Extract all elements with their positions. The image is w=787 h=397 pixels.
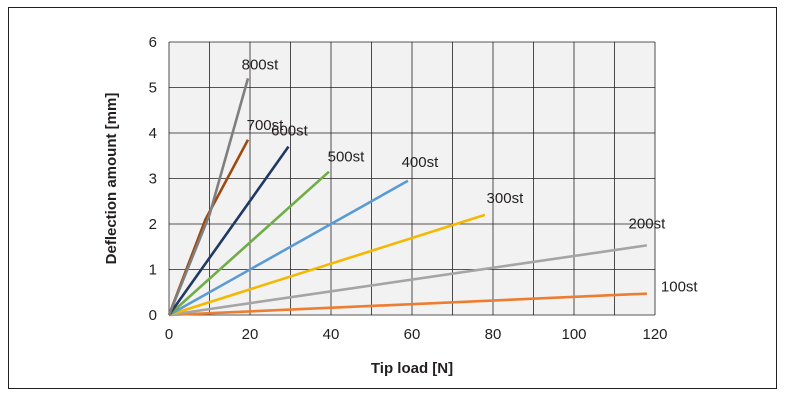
y-tick-label: 5 [149, 80, 157, 97]
series-line-600st [167, 145, 290, 316]
y-axis-title: Deflection amount [mm] [103, 93, 120, 265]
grid [168, 41, 656, 316]
series-label-400st: 400st [402, 154, 440, 171]
x-tick-label: 80 [485, 326, 502, 343]
x-axis-title: Tip load [N] [371, 360, 453, 377]
series-line-500st [168, 170, 330, 316]
series-label-300st: 300st [487, 190, 525, 207]
x-tick-label: 40 [323, 326, 340, 343]
series-label-200st: 200st [629, 215, 667, 232]
x-tick-label: 120 [642, 326, 667, 343]
x-tick-label: 100 [561, 326, 586, 343]
y-tick-label: 0 [149, 307, 157, 324]
series-line-300st [168, 213, 486, 317]
y-tick-label: 3 [149, 171, 157, 188]
y-tick-label: 4 [149, 125, 157, 142]
x-tick-label: 0 [165, 326, 173, 343]
x-tick-label: 20 [242, 326, 259, 343]
series-line-800st [167, 78, 250, 316]
series-label-700st: 700st [247, 117, 285, 134]
series-line-400st [168, 179, 409, 317]
y-tick-label: 2 [149, 216, 157, 233]
series-line-100st [168, 292, 647, 317]
y-tick-label: 6 [149, 34, 157, 51]
x-tick-label: 60 [404, 326, 421, 343]
series-lines [167, 78, 648, 317]
series-label-800st: 800st [242, 56, 280, 73]
tick-labels: 0 20 40 60 80 100 120 0 1 2 3 4 5 6 [149, 34, 668, 343]
series-label-100st: 100st [661, 279, 699, 296]
series-label-600st: 600st [271, 123, 309, 140]
y-tick-label: 1 [149, 262, 157, 279]
series-label-500st: 500st [328, 149, 366, 166]
series-line-200st [168, 244, 648, 317]
